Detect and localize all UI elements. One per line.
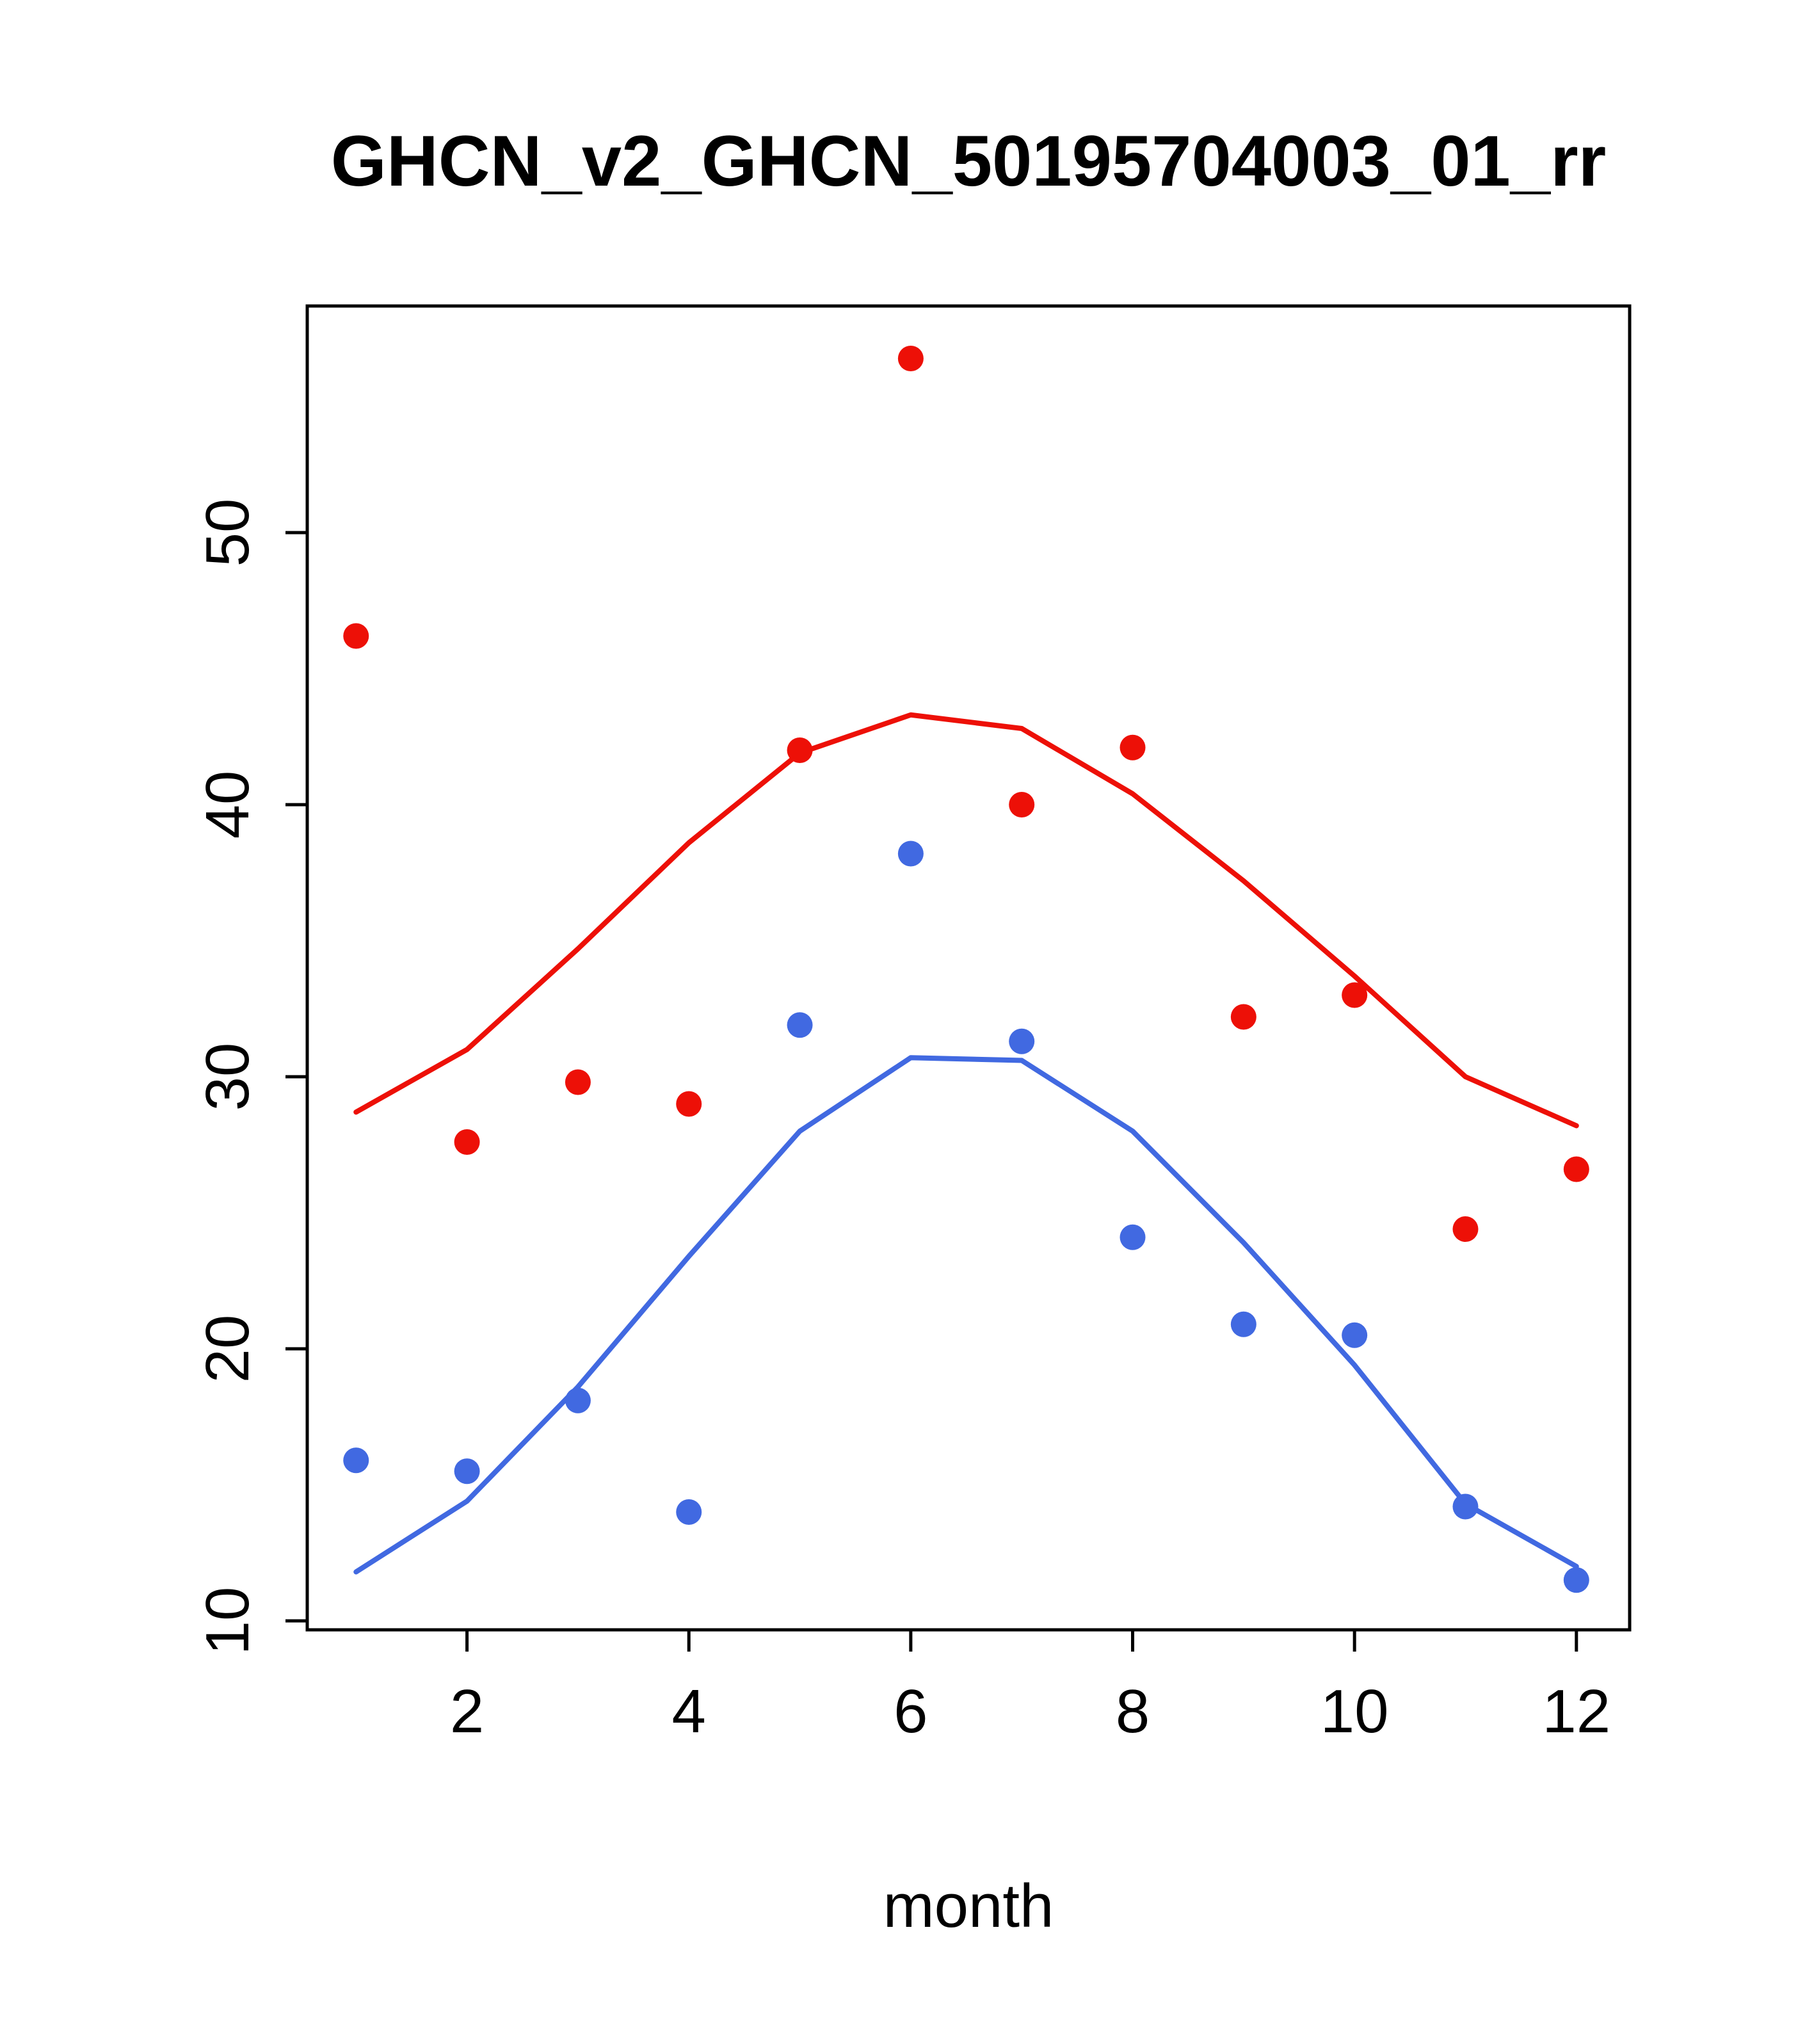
blue-points-point [897,841,924,867]
red-points-point [1120,734,1146,760]
red-points-point [1009,792,1035,818]
blue-points-point [565,1387,591,1413]
y-axis-ticks: 10 20 30 40 50 [193,499,307,1655]
x-tick-label: 12 [1542,1677,1610,1746]
x-axis-label: month [883,1872,1054,1940]
blue-points-point [787,1012,813,1038]
red-points-point [1452,1216,1479,1242]
blue-points-point [1563,1567,1589,1593]
red-points-point [1563,1156,1589,1182]
blue-points-point [1120,1224,1146,1250]
blue-points-point [1342,1322,1368,1348]
blue-points-point [343,1447,369,1474]
red-points-point [343,623,369,649]
y-tick-label: 40 [193,771,262,839]
x-tick-label: 8 [1116,1677,1150,1746]
x-tick-label: 6 [894,1677,927,1746]
red-points-point [454,1129,480,1155]
red-points-point [676,1091,702,1117]
series-lines [353,712,1579,1575]
blue-points-point [1009,1028,1035,1054]
red-points-point [787,737,813,764]
blue-points-point [676,1499,702,1525]
blue-points-point [454,1458,480,1485]
plot-box [305,304,1632,1632]
y-tick-label: 30 [193,1043,262,1111]
blue-points-point [1230,1311,1256,1337]
y-tick-label: 50 [193,499,262,567]
red-points-point [1230,1004,1256,1030]
red-points-point [897,346,924,372]
x-axis-ticks: 2 4 6 8 10 12 [450,1630,1610,1746]
y-tick-label: 20 [193,1315,262,1383]
series-points [343,346,1589,1593]
red-line [353,712,1579,1129]
x-tick-label: 10 [1320,1677,1389,1746]
blue-line [353,1055,1579,1575]
plot-box-group [305,304,1632,1632]
blue-points-point [1452,1493,1479,1520]
x-tick-label: 4 [672,1677,706,1746]
chart-title: GHCN_v2_GHCN_50195704003_01_rr [331,121,1606,201]
red-points-point [565,1069,591,1095]
red-points-point [1342,982,1368,1008]
x-tick-label: 2 [450,1677,484,1746]
y-tick-label: 10 [193,1587,262,1655]
